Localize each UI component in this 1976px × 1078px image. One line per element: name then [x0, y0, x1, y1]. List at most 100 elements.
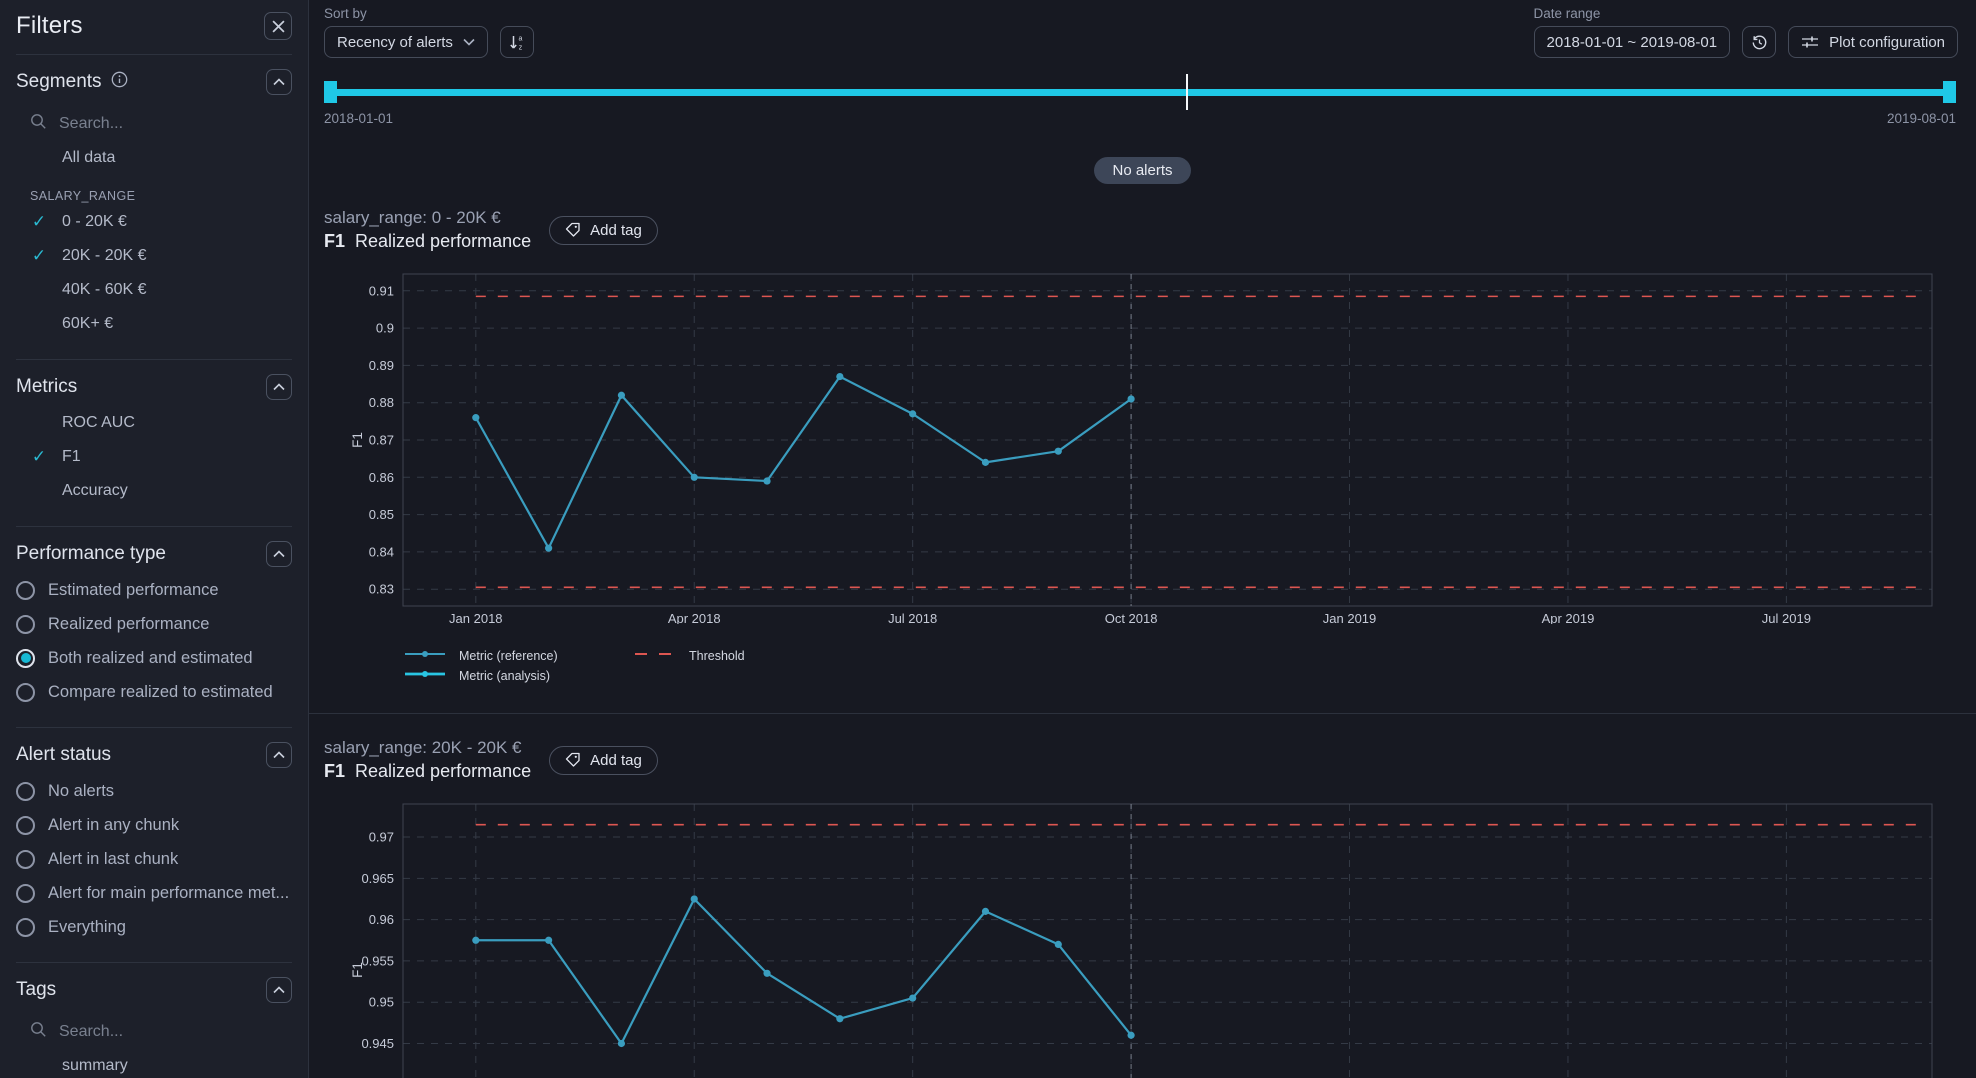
plot-configuration-button[interactable]: Plot configuration	[1788, 26, 1958, 58]
collapse-section-button-segments[interactable]	[266, 69, 292, 95]
legend-swatch-dash	[633, 648, 677, 663]
data-point[interactable]	[472, 414, 480, 422]
data-point[interactable]	[763, 477, 771, 485]
radio-both-realized-and-estimated[interactable]: Both realized and estimated	[16, 641, 292, 675]
data-point[interactable]	[545, 936, 553, 944]
slider-track[interactable]	[324, 89, 1956, 96]
history-icon	[1752, 35, 1766, 49]
chevron-up-icon	[273, 550, 285, 558]
radio-compare-realized-to-estimated[interactable]: Compare realized to estimated	[16, 675, 292, 709]
data-point[interactable]	[690, 895, 698, 903]
slider-handle-start[interactable]	[324, 81, 337, 103]
data-point[interactable]	[617, 1039, 626, 1048]
y-tick-label: 0.9	[376, 321, 394, 336]
date-range-slider[interactable]	[324, 74, 1956, 110]
data-point[interactable]	[836, 372, 844, 381]
sort-dropdown[interactable]: Recency of alerts	[324, 26, 488, 58]
radio-everything[interactable]: Everything	[16, 910, 292, 944]
metrics-item-f1[interactable]: ✓ F1	[31, 447, 81, 466]
radio-estimated-performance[interactable]: Estimated performance	[16, 573, 292, 607]
sidebar-divider	[16, 962, 292, 963]
add-tag-button[interactable]: Add tag	[549, 215, 658, 245]
legend-swatch-line-ana	[403, 668, 447, 683]
tags-search-input[interactable]	[59, 1023, 229, 1041]
slider-handle-end[interactable]	[1943, 81, 1956, 103]
chart-subtitle: Realized performance	[355, 761, 532, 781]
add-tag-button[interactable]: Add tag	[549, 745, 658, 775]
data-point[interactable]	[909, 994, 917, 1002]
chevron-down-icon	[463, 38, 475, 46]
data-point[interactable]	[472, 936, 480, 944]
sidebar-divider	[16, 526, 292, 527]
filters-sidebar: Filters Segments All data SALARY_RANGE ✓0 -…	[0, 0, 309, 1078]
sidebar-divider	[16, 359, 292, 360]
collapse-section-button-performance-type[interactable]	[266, 541, 292, 567]
y-tick-label: 0.96	[369, 912, 394, 927]
segments-item-20k-20k-[interactable]: ✓ 20K - 20K €	[31, 246, 147, 265]
sidebar-divider	[16, 54, 292, 55]
radio-no-alerts[interactable]: No alerts	[16, 774, 292, 808]
y-tick-label: 0.89	[369, 358, 394, 373]
chart-card-1: salary_range: 20K - 20K € F1 Realized perf…	[324, 738, 1976, 1078]
check-slot-empty	[30, 315, 48, 333]
search-icon	[30, 113, 47, 135]
radio-alert-in-any-chunk[interactable]: Alert in any chunk	[16, 808, 292, 842]
metric-line	[475, 897, 1132, 1045]
timeline-end-label: 2019-08-01	[1886, 111, 1956, 126]
close-filters-button[interactable]	[264, 12, 292, 40]
data-point[interactable]	[690, 473, 698, 481]
radio-circle	[16, 917, 35, 937]
y-tick-label: 0.88	[369, 395, 394, 410]
segments-search-input[interactable]	[59, 115, 229, 133]
slider-current-marker[interactable]	[1185, 74, 1188, 110]
data-point[interactable]	[1054, 447, 1062, 455]
data-point[interactable]	[617, 391, 626, 399]
chevron-up-icon	[273, 383, 285, 391]
radio-alert-for-main-performance-met-[interactable]: Alert for main performance met...	[16, 876, 292, 910]
check-icon: ✓	[31, 212, 47, 231]
chevron-up-icon	[273, 751, 285, 759]
data-point[interactable]	[909, 410, 917, 418]
collapse-section-button-metrics[interactable]	[266, 374, 292, 400]
reset-date-range-button[interactable]	[1742, 26, 1777, 58]
section-title-performance-type: Performance type	[16, 543, 166, 564]
data-point[interactable]	[836, 1015, 844, 1023]
sort-dropdown-value: Recency of alerts	[337, 33, 453, 51]
search-row-segments	[16, 101, 292, 141]
collapse-section-button-tags[interactable]	[266, 977, 292, 1003]
chart-metric-label: F1	[324, 761, 346, 781]
chevron-up-icon	[273, 78, 285, 86]
y-tick-label: 0.87	[369, 433, 394, 448]
y-tick-label: 0.91	[369, 283, 394, 298]
data-point[interactable]	[981, 458, 990, 466]
metrics-item-roc-auc[interactable]: ROC AUC	[16, 406, 292, 440]
segments-item-40k-60k-[interactable]: 40K - 60K €	[16, 273, 292, 307]
segments-item-all-data[interactable]: All data	[16, 141, 292, 175]
tags-item-summary[interactable]: summary	[16, 1049, 292, 1078]
collapse-section-button-alert-status[interactable]	[266, 742, 292, 768]
sort-az-icon: a z	[510, 35, 523, 51]
data-point[interactable]	[1127, 1031, 1135, 1039]
x-tick-label: Jul 2019	[1762, 611, 1811, 624]
chart-segment-label: salary_range: 0 - 20K €	[324, 208, 501, 227]
date-range-input[interactable]: 2018-01-01 ~ 2019-08-01	[1533, 26, 1731, 58]
filter-section-tags: Tags summary	[0, 963, 308, 1078]
data-point[interactable]	[981, 907, 990, 915]
segments-item-0-20k-[interactable]: ✓ 0 - 20K €	[31, 212, 127, 231]
segments-item-60k-[interactable]: 60K+ €	[16, 307, 292, 341]
metrics-item-accuracy[interactable]: Accuracy	[16, 474, 292, 508]
radio-alert-in-last-chunk[interactable]: Alert in last chunk	[16, 842, 292, 876]
sort-direction-button[interactable]: a z	[499, 26, 534, 58]
svg-text:z: z	[519, 44, 523, 51]
tag-icon	[565, 222, 580, 237]
data-point[interactable]	[545, 544, 553, 552]
chart-card-0: salary_range: 0 - 20K € F1 Realized perfor…	[324, 208, 1976, 683]
data-point[interactable]	[1127, 395, 1135, 403]
data-point[interactable]	[1054, 940, 1062, 948]
data-point[interactable]	[763, 969, 771, 977]
radio-realized-performance[interactable]: Realized performance	[16, 607, 292, 641]
radio-circle	[16, 815, 35, 835]
date-range-value: 2018-01-01 ~ 2019-08-01	[1546, 33, 1718, 51]
sidebar-divider	[16, 727, 292, 728]
